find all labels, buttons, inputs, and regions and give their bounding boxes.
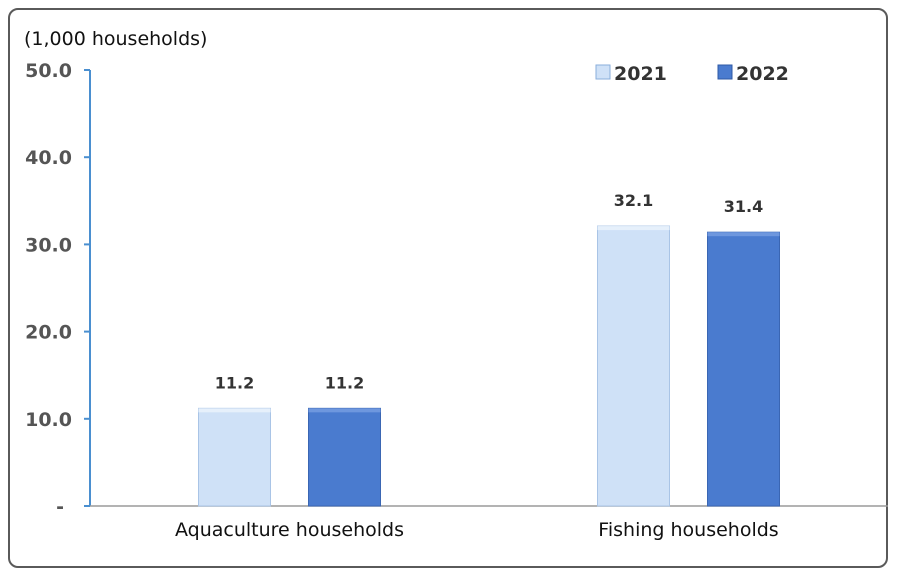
data-label: 11.2 <box>325 373 364 392</box>
y-tick-label: - <box>56 496 64 518</box>
data-label: 32.1 <box>614 191 653 210</box>
bar-2022-0 <box>308 407 381 507</box>
bar-2022-1 <box>707 231 780 507</box>
y-tick-label: 40.0 <box>25 147 72 169</box>
data-label: 31.4 <box>724 197 763 216</box>
bar-top-highlight <box>308 408 381 413</box>
bar-chart: (1,000 households) - 10.0 20.0 30.0 40.0 50.0… <box>24 28 888 541</box>
bar-top-highlight <box>707 232 780 237</box>
y-tick-label: 50.0 <box>25 60 72 82</box>
y-tick-label: 30.0 <box>25 234 72 256</box>
legend-label-2021: 2021 <box>614 63 667 85</box>
bar-2021-1 <box>597 225 670 507</box>
bars-group <box>198 225 780 507</box>
unit-label: (1,000 households) <box>24 28 207 50</box>
category-labels-group: Aquaculture households Fishing households <box>175 519 779 541</box>
y-tick-label: 10.0 <box>25 409 72 431</box>
y-axis: - 10.0 20.0 30.0 40.0 50.0 <box>25 60 91 518</box>
bar-top-highlight <box>198 408 271 413</box>
category-label: Fishing households <box>598 519 778 541</box>
data-labels-group: 11.2 11.2 32.1 31.4 <box>215 191 763 392</box>
legend: 2021 2022 <box>595 63 789 85</box>
bar-2021-0 <box>198 407 271 507</box>
legend-label-2022: 2022 <box>736 63 789 85</box>
bar-top-highlight <box>597 226 670 231</box>
data-label: 11.2 <box>215 373 254 392</box>
legend-swatch-2022 <box>717 64 733 80</box>
category-label: Aquaculture households <box>175 519 404 541</box>
y-tick-label: 20.0 <box>25 322 72 344</box>
legend-swatch-2021 <box>595 64 611 80</box>
